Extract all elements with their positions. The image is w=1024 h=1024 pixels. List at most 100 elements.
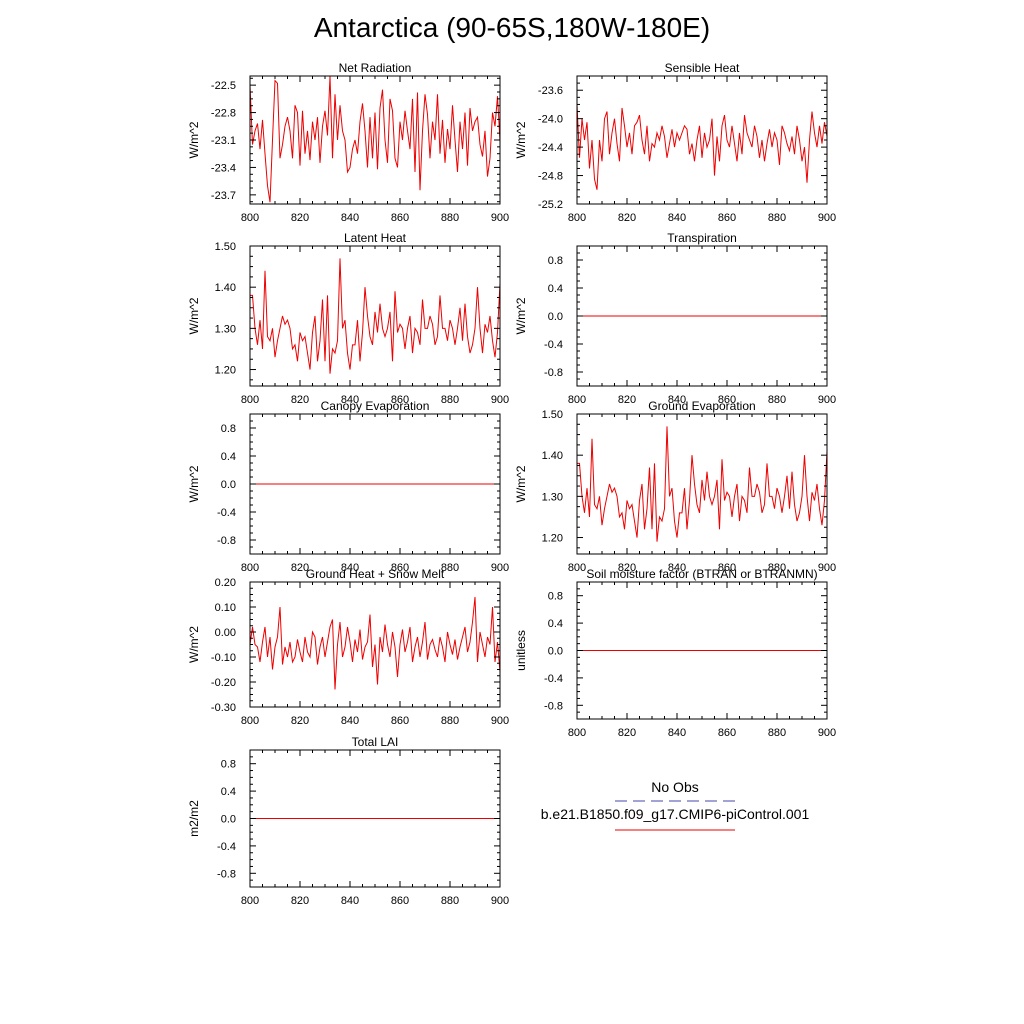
transpiration-ytick-label: 0.4 [548, 283, 563, 295]
latent-heat-xtick-label: 800 [241, 394, 259, 406]
net-radiation-xtick-label: 800 [241, 212, 259, 224]
latent-heat-xtick-label: 860 [391, 394, 409, 406]
total-lai-ytick-label: 0.4 [221, 786, 236, 798]
legend-label-1: b.e21.B1850.f09_g17.CMIP6-piControl.001 [541, 806, 810, 822]
canopy-evaporation-xtick-label: 840 [341, 562, 359, 574]
sensible-heat-xtick-label: 860 [718, 212, 736, 224]
net-radiation-ytick-label: -23.7 [211, 190, 236, 202]
transpiration-ylabel: W/m^2 [514, 297, 528, 334]
net-radiation-xtick-label: 840 [341, 212, 359, 224]
latent-heat-xtick-label: 880 [441, 394, 459, 406]
latent-heat-xtick-label: 900 [491, 394, 509, 406]
latent-heat-ytick-label: 1.40 [215, 282, 236, 294]
soil-moisture-factor-xtick-label: 800 [568, 727, 586, 739]
total-lai-xtick-label: 880 [441, 895, 459, 907]
panel-canopy-evaporation: Canopy Evaporation W/m^2 800 820 840 860 880 90… [187, 399, 509, 574]
sensible-heat-ytick-label: -24.0 [538, 114, 563, 126]
sensible-heat-ytick-label: -24.8 [538, 171, 563, 183]
sensible-heat-plot-frame [576, 75, 828, 205]
net-radiation-series-line [249, 75, 501, 203]
sensible-heat-xtick-label: 820 [618, 212, 636, 224]
panel-transpiration: Transpiration W/m^2 800 820 840 860 880 900 0.8 0… [514, 231, 836, 406]
ground-evaporation-xtick-label: 820 [618, 562, 636, 574]
sensible-heat-xtick-label: 800 [568, 212, 586, 224]
ground-evaporation-xtick-label: 860 [718, 562, 736, 574]
total-lai-ytick-label: -0.8 [217, 868, 236, 880]
soil-moisture-factor-ytick-label: -0.4 [544, 673, 563, 685]
ground-evaporation-ytick-label: 1.50 [542, 409, 563, 421]
panel-total-lai: Total LAI m2/m2 800 820 840 860 880 900 0.8 0.4 0.… [187, 735, 509, 907]
ground-heat-snow-melt-ylabel: W/m^2 [187, 626, 201, 663]
soil-moisture-factor-ytick-label: -0.8 [544, 700, 563, 712]
transpiration-xtick-label: 820 [618, 394, 636, 406]
canopy-evaporation-ytick-label: 0.0 [221, 479, 236, 491]
net-radiation-ylabel: W/m^2 [187, 121, 201, 158]
total-lai-ytick-label: 0.0 [221, 814, 236, 826]
transpiration-ytick-label: -0.4 [544, 339, 563, 351]
ground-evaporation-title: Ground Evaporation [648, 399, 755, 413]
sensible-heat-ylabel: W/m^2 [514, 121, 528, 158]
soil-moisture-factor-xtick-label: 820 [618, 727, 636, 739]
total-lai-ytick-label: 0.8 [221, 759, 236, 771]
net-radiation-ytick-label: -22.8 [211, 108, 236, 120]
latent-heat-series-line [250, 258, 501, 374]
soil-moisture-factor-ytick-label: 0.0 [548, 646, 563, 658]
canopy-evaporation-ylabel: W/m^2 [187, 465, 201, 502]
latent-heat-ylabel: W/m^2 [187, 297, 201, 334]
net-radiation-ytick-label: -22.5 [211, 80, 236, 92]
panel-ground-heat-snow-melt: Ground Heat + Snow Melt W/m^2 800 820 840 860… [187, 567, 509, 727]
total-lai-title: Total LAI [352, 735, 399, 749]
sensible-heat-xtick-label: 900 [818, 212, 836, 224]
total-lai-xtick-label: 860 [391, 895, 409, 907]
panel-latent-heat: Latent Heat W/m^2 800 820 840 860 880 900 1.20 1.… [187, 231, 509, 406]
net-radiation-ytick-label: -23.1 [211, 135, 236, 147]
legend-label-0: No Obs [651, 779, 698, 795]
total-lai-ytick-label: -0.4 [217, 841, 236, 853]
transpiration-xtick-label: 880 [768, 394, 786, 406]
total-lai-xtick-label: 820 [291, 895, 309, 907]
ground-evaporation-ylabel: W/m^2 [514, 465, 528, 502]
canopy-evaporation-xtick-label: 800 [241, 562, 259, 574]
net-radiation-plot-frame [249, 75, 501, 205]
ground-evaporation-ytick-label: 1.20 [542, 533, 563, 545]
soil-moisture-factor-xtick-label: 900 [818, 727, 836, 739]
net-radiation-xtick-label: 900 [491, 212, 509, 224]
panel-sensible-heat: Sensible Heat W/m^2 800 820 840 860 880 900 -23.… [514, 61, 836, 224]
canopy-evaporation-ytick-label: -0.8 [217, 535, 236, 547]
ground-heat-snow-melt-ytick-label: 0.20 [215, 577, 236, 589]
ground-heat-snow-melt-xtick-label: 880 [441, 715, 459, 727]
transpiration-xtick-label: 900 [818, 394, 836, 406]
sensible-heat-xtick-label: 880 [768, 212, 786, 224]
ground-evaporation-ytick-label: 1.40 [542, 450, 563, 462]
canopy-evaporation-title: Canopy Evaporation [321, 399, 430, 413]
transpiration-xtick-label: 860 [718, 394, 736, 406]
total-lai-xtick-label: 840 [341, 895, 359, 907]
latent-heat-xtick-label: 820 [291, 394, 309, 406]
transpiration-ytick-label: -0.8 [544, 367, 563, 379]
sensible-heat-series-line [576, 104, 828, 190]
soil-moisture-factor-title: Soil moisture factor (BTRAN or BTRANMN) [586, 567, 817, 581]
ground-heat-snow-melt-xtick-label: 900 [491, 715, 509, 727]
ground-heat-snow-melt-xtick-label: 820 [291, 715, 309, 727]
ground-evaporation-xtick-label: 840 [668, 562, 686, 574]
ground-heat-snow-melt-title: Ground Heat + Snow Melt [306, 567, 445, 581]
ground-heat-snow-melt-ytick-label: 0.00 [215, 627, 236, 639]
transpiration-xtick-label: 800 [568, 394, 586, 406]
ground-heat-snow-melt-ytick-label: -0.20 [211, 677, 236, 689]
ground-evaporation-xtick-label: 880 [768, 562, 786, 574]
canopy-evaporation-xtick-label: 820 [291, 562, 309, 574]
net-radiation-ytick-label: -23.4 [211, 162, 236, 174]
soil-moisture-factor-xtick-label: 840 [668, 727, 686, 739]
ground-heat-snow-melt-ytick-label: -0.30 [211, 702, 236, 714]
canopy-evaporation-ytick-label: -0.4 [217, 507, 236, 519]
sensible-heat-xtick-label: 840 [668, 212, 686, 224]
panel-soil-moisture-factor: Soil moisture factor (BTRAN or BTRANMN) u… [514, 567, 836, 739]
soil-moisture-factor-ytick-label: 0.8 [548, 591, 563, 603]
ground-evaporation-ytick-label: 1.30 [542, 491, 563, 503]
ground-evaporation-series-line [577, 426, 828, 542]
net-radiation-xtick-label: 860 [391, 212, 409, 224]
legend: No Obs b.e21.B1850.f09_g17.CMIP6-piContro… [541, 779, 810, 831]
soil-moisture-factor-xtick-label: 860 [718, 727, 736, 739]
transpiration-title: Transpiration [667, 231, 737, 245]
panel-ground-evaporation: Ground Evaporation W/m^2 800 820 840 860 880 90… [514, 399, 836, 574]
